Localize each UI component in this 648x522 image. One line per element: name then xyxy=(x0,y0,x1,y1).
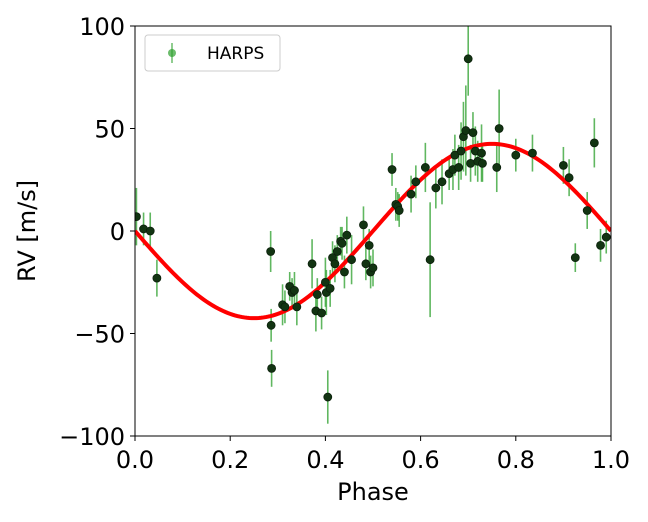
data-point xyxy=(468,128,478,138)
data-point xyxy=(528,148,537,158)
x-axis-label: Phase xyxy=(337,478,409,506)
data-point xyxy=(266,247,276,256)
legend-marker-swatch xyxy=(168,49,176,57)
data-point xyxy=(292,302,302,312)
data-point xyxy=(437,177,447,187)
data-point xyxy=(267,363,277,373)
data-points-layer xyxy=(135,54,611,402)
data-point xyxy=(454,163,464,172)
data-point xyxy=(492,163,502,172)
data-point xyxy=(570,253,580,263)
data-point xyxy=(330,259,340,269)
data-point xyxy=(359,220,368,230)
data-point xyxy=(406,189,416,199)
model-layer xyxy=(135,141,611,321)
data-point xyxy=(325,283,335,293)
x-axis-ticks: 0.0 0.2 0.4 0.6 0.8 1.0 xyxy=(116,436,630,474)
data-point xyxy=(477,148,486,158)
data-point xyxy=(582,206,592,215)
data-point xyxy=(463,54,473,64)
data-point xyxy=(596,240,605,250)
data-point xyxy=(456,146,466,156)
data-point xyxy=(394,206,404,215)
data-point xyxy=(450,150,460,160)
y-tick-label: 100 xyxy=(79,13,125,41)
data-point xyxy=(564,173,574,183)
y-tick-label: −100 xyxy=(59,423,125,451)
data-point xyxy=(559,160,568,170)
data-point xyxy=(290,286,299,295)
data-point xyxy=(320,277,330,287)
data-point xyxy=(135,212,141,222)
data-point xyxy=(337,238,347,248)
data-point xyxy=(317,308,326,318)
data-point xyxy=(307,259,317,269)
x-tick-label: 0.8 xyxy=(497,446,535,474)
data-point xyxy=(420,163,430,172)
data-point xyxy=(494,124,504,133)
data-point xyxy=(361,259,371,269)
data-point xyxy=(312,290,322,299)
data-point xyxy=(342,230,352,240)
data-point xyxy=(411,177,421,187)
x-tick-label: 0.6 xyxy=(402,446,440,474)
data-point xyxy=(466,158,475,168)
data-point xyxy=(461,126,471,135)
data-point xyxy=(431,183,441,193)
data-point xyxy=(589,138,599,148)
x-tick-label: 0.0 xyxy=(116,446,154,474)
y-axis-label: RV [m/s] xyxy=(13,180,41,282)
y-axis-ticks: −100 −50 0 50 100 xyxy=(59,13,135,451)
data-point xyxy=(323,392,333,402)
data-point xyxy=(332,247,342,256)
data-point xyxy=(364,240,374,250)
data-point xyxy=(280,302,290,312)
errorbar-layer xyxy=(135,26,608,424)
x-tick-label: 0.4 xyxy=(306,446,344,474)
data-point xyxy=(511,150,521,160)
legend-box xyxy=(144,34,281,72)
y-tick-label: −50 xyxy=(74,321,125,349)
data-point xyxy=(340,267,349,277)
legend-entry-harps: HARPS xyxy=(207,44,264,64)
data-point xyxy=(152,273,162,283)
data-point xyxy=(478,158,487,168)
x-tick-label: 1.0 xyxy=(592,446,630,474)
legend: HARPS xyxy=(144,34,281,72)
data-point xyxy=(347,255,356,265)
data-point xyxy=(266,320,276,330)
data-point xyxy=(601,232,611,242)
data-point xyxy=(145,226,155,236)
model-curve xyxy=(135,141,611,321)
data-point xyxy=(368,263,378,273)
x-tick-label: 0.2 xyxy=(211,446,249,474)
data-point xyxy=(425,255,435,265)
y-tick-label: 50 xyxy=(94,116,125,144)
y-tick-label: 0 xyxy=(110,218,125,246)
data-point xyxy=(387,165,397,174)
